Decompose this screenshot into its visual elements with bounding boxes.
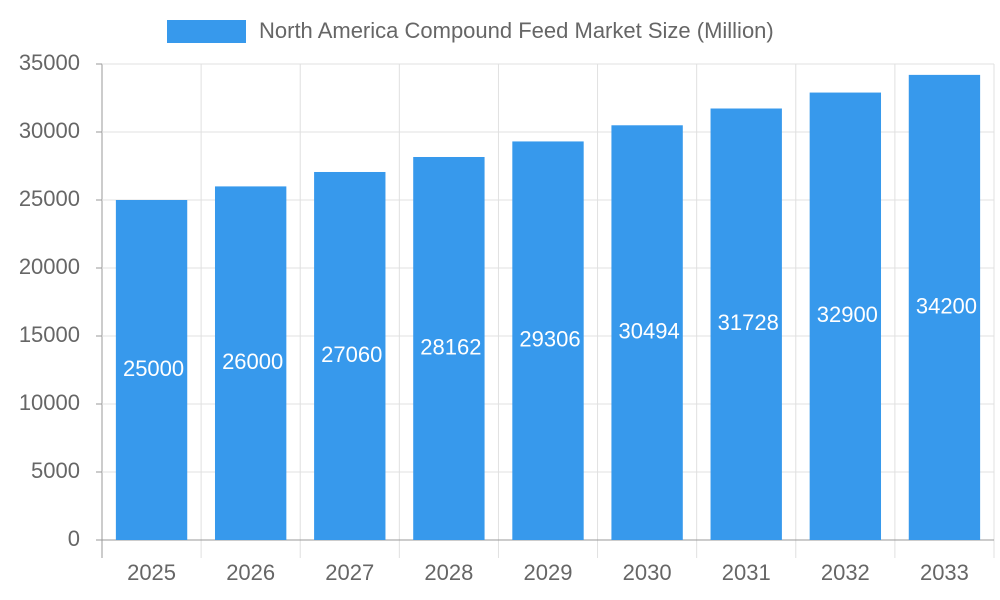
y-tick-label: 25000	[19, 186, 80, 211]
value-label: 32900	[817, 302, 878, 327]
x-tick-label: 2028	[424, 560, 473, 585]
bar	[115, 200, 188, 540]
value-label: 31728	[718, 310, 779, 335]
value-label: 26000	[222, 349, 283, 374]
y-tick-label: 35000	[19, 50, 80, 75]
y-tick-label: 0	[68, 526, 80, 551]
value-label: 27060	[321, 342, 382, 367]
x-tick-label: 2030	[623, 560, 672, 585]
y-tick-label: 20000	[19, 254, 80, 279]
x-tick-label: 2027	[325, 560, 374, 585]
bar	[214, 186, 287, 540]
value-label: 29306	[519, 327, 580, 352]
value-label: 25000	[123, 356, 184, 381]
bar	[809, 92, 882, 540]
x-tick-label: 2033	[920, 560, 969, 585]
bar	[908, 74, 981, 540]
bar	[512, 141, 584, 540]
bar	[314, 171, 386, 540]
x-tick-label: 2029	[524, 560, 573, 585]
legend-swatch	[167, 20, 246, 43]
y-tick-label: 10000	[19, 390, 80, 415]
value-label: 34200	[916, 293, 977, 318]
bar	[413, 156, 485, 540]
y-tick-label: 5000	[31, 458, 80, 483]
value-label: 28162	[420, 334, 481, 359]
bar	[611, 125, 683, 540]
bar	[710, 108, 782, 540]
y-tick-label: 30000	[19, 118, 80, 143]
x-tick-label: 2026	[226, 560, 275, 585]
x-tick-label: 2032	[821, 560, 870, 585]
value-label: 30494	[619, 318, 680, 343]
x-tick-label: 2025	[127, 560, 176, 585]
legend-label: North America Compound Feed Market Size …	[259, 18, 774, 43]
x-tick-label: 2031	[722, 560, 771, 585]
y-tick-label: 15000	[19, 322, 80, 347]
